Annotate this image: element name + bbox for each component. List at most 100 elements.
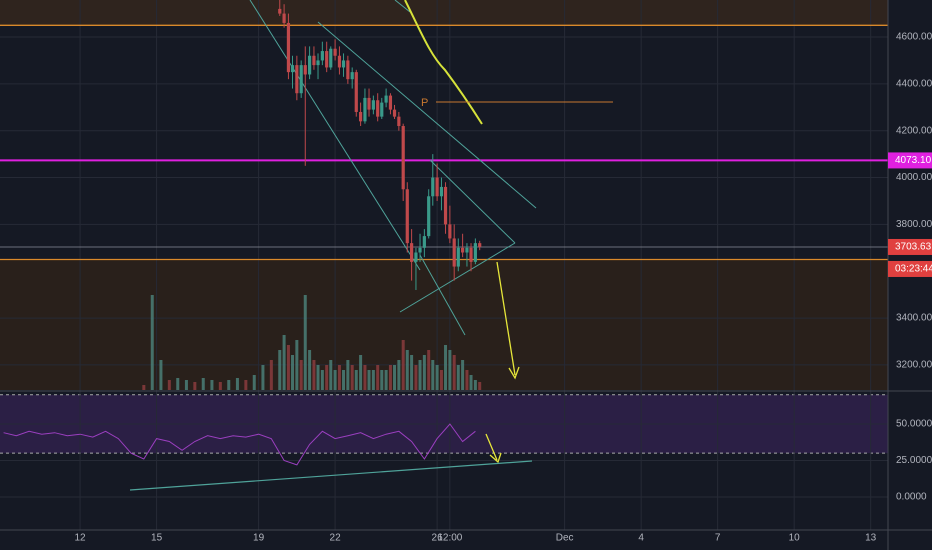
volume-bar bbox=[465, 370, 469, 390]
countdown-tag bbox=[888, 260, 932, 277]
rsi bbox=[3, 423, 476, 466]
candle-body bbox=[299, 65, 303, 94]
zones bbox=[0, 0, 888, 454]
candle-body bbox=[308, 55, 312, 75]
zone bbox=[0, 259, 888, 390]
volume-bar bbox=[478, 382, 482, 390]
volume-bar bbox=[363, 365, 367, 390]
candle-body bbox=[448, 224, 452, 239]
triangle-line bbox=[429, 159, 516, 244]
rsi-trendline bbox=[129, 460, 533, 491]
price-tag bbox=[888, 238, 932, 255]
candle-body bbox=[325, 51, 329, 68]
volume-bar bbox=[261, 365, 265, 390]
channel-line bbox=[419, 254, 466, 336]
volume-bar bbox=[448, 350, 452, 390]
candle-body bbox=[435, 177, 439, 197]
volume-bar bbox=[414, 365, 418, 390]
volume-bar bbox=[252, 375, 256, 390]
volume-bar bbox=[316, 365, 320, 390]
rsi-line bbox=[3, 423, 476, 466]
x-tick-label: Dec bbox=[556, 533, 574, 544]
volume-bar bbox=[435, 365, 439, 390]
volume-bar bbox=[244, 380, 248, 390]
volume-bar bbox=[299, 360, 303, 390]
volume-bar bbox=[218, 382, 222, 390]
volume-bar bbox=[333, 370, 337, 390]
candle-body bbox=[367, 97, 371, 110]
volume-bar bbox=[210, 380, 214, 390]
volume-bar bbox=[235, 378, 239, 390]
candle-body bbox=[363, 97, 367, 122]
y-tick-label: 4200.00 bbox=[896, 125, 932, 136]
candle-body bbox=[384, 95, 388, 103]
volume-bar bbox=[405, 350, 409, 390]
y-tick-label: 3800.00 bbox=[896, 219, 932, 230]
volume-bar bbox=[439, 370, 443, 390]
volume-bar bbox=[295, 340, 299, 390]
candle-body bbox=[401, 126, 405, 190]
x-tick-label: 7 bbox=[715, 533, 721, 544]
candle-body bbox=[405, 189, 409, 244]
volume-bar bbox=[176, 378, 180, 390]
candle-body bbox=[312, 55, 316, 66]
candle-body bbox=[337, 55, 342, 68]
volume-bar bbox=[278, 350, 282, 390]
volume-bar bbox=[346, 360, 350, 390]
volume-bar bbox=[184, 380, 188, 390]
volume-bar bbox=[308, 350, 312, 390]
arrow bbox=[485, 433, 502, 464]
volume-bar bbox=[320, 370, 324, 390]
x-tick-label: 19 bbox=[253, 533, 265, 544]
x-tick-label: 15 bbox=[151, 533, 163, 544]
volume-bar bbox=[193, 382, 197, 390]
volume-bar bbox=[367, 370, 371, 390]
price-tag bbox=[888, 152, 932, 169]
volume-bar bbox=[337, 365, 341, 390]
x-tick-label: 10 bbox=[789, 533, 801, 544]
y-tick-label: 3200.00 bbox=[896, 360, 932, 371]
candles bbox=[278, 0, 482, 290]
candle-body bbox=[295, 65, 299, 94]
volume-bar bbox=[427, 350, 431, 390]
x-tick-label: 26 bbox=[432, 533, 444, 544]
candle-body bbox=[422, 236, 426, 248]
channel-line bbox=[249, 0, 421, 271]
volume-bar bbox=[282, 335, 286, 390]
candle-body bbox=[414, 252, 418, 262]
volume-bar bbox=[418, 360, 422, 390]
candle-body bbox=[439, 186, 444, 197]
volume-bar bbox=[150, 295, 154, 390]
x-tick-label: 22 bbox=[330, 533, 342, 544]
annotation: P bbox=[421, 97, 428, 109]
y-tick-label: 0.0000 bbox=[896, 492, 927, 503]
y-tick-label: 4400.00 bbox=[896, 78, 932, 89]
volume-bar bbox=[159, 360, 163, 390]
volume-bar bbox=[342, 370, 346, 390]
y-tick-label: 4000.00 bbox=[896, 172, 932, 183]
curve bbox=[404, 0, 483, 125]
candle-body bbox=[473, 243, 477, 262]
countdown-label: 03:23:44 bbox=[895, 264, 932, 275]
candle-body bbox=[397, 116, 401, 127]
volume-bar bbox=[393, 365, 397, 390]
volume-bar bbox=[388, 365, 392, 390]
candle-body bbox=[282, 13, 286, 23]
volume-bar bbox=[325, 365, 329, 390]
candle-body bbox=[350, 72, 354, 80]
volume-bar bbox=[286, 345, 290, 390]
candle-body bbox=[456, 247, 460, 267]
volume-bar bbox=[380, 370, 384, 390]
candle-body bbox=[443, 186, 448, 225]
volume-bar bbox=[142, 385, 146, 390]
volume-bar bbox=[312, 360, 316, 390]
candle-body bbox=[320, 51, 324, 61]
candle-body bbox=[427, 196, 431, 237]
candle-body bbox=[418, 247, 422, 253]
channel-line bbox=[317, 21, 537, 209]
volume-bar bbox=[452, 355, 456, 390]
volume-bar bbox=[354, 370, 358, 390]
volume-bar bbox=[376, 365, 380, 390]
candle-body bbox=[431, 177, 435, 197]
